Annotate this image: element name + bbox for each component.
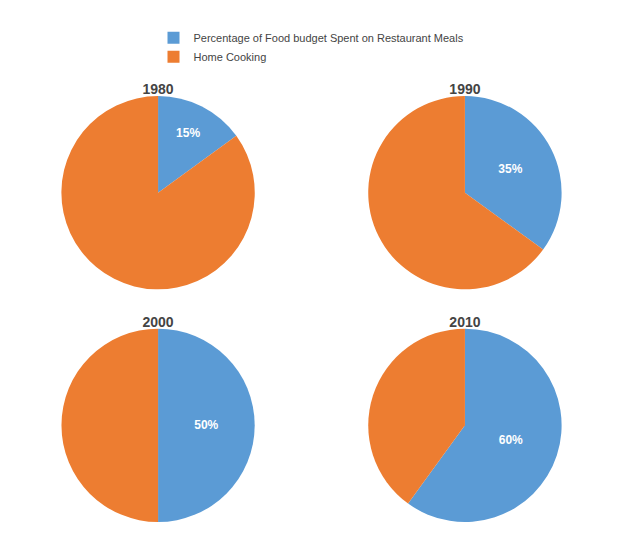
svg-text:2010: 2010	[449, 314, 480, 330]
svg-text:Home Cooking: Home Cooking	[194, 51, 267, 63]
svg-text:1980: 1980	[143, 81, 174, 97]
svg-text:35%: 35%	[498, 162, 522, 176]
svg-text:15%: 15%	[176, 126, 200, 140]
svg-text:Percentage of Food budget Spen: Percentage of Food budget Spent on Resta…	[194, 32, 464, 44]
svg-text:60%: 60%	[499, 433, 523, 447]
svg-text:1990: 1990	[449, 81, 480, 97]
svg-text:50%: 50%	[194, 418, 218, 432]
svg-text:2000: 2000	[143, 314, 174, 330]
